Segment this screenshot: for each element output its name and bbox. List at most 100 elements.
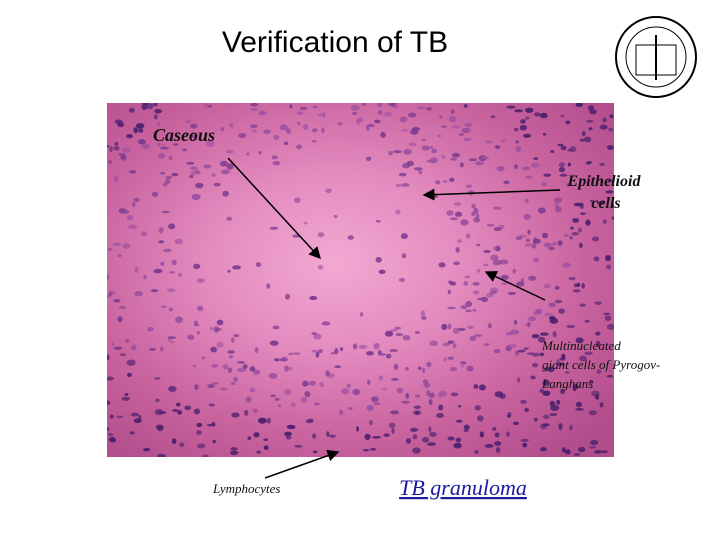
nucleus	[249, 124, 258, 129]
nucleus	[537, 207, 546, 214]
nucleus	[426, 361, 432, 368]
nucleus	[112, 242, 122, 246]
nucleus	[170, 340, 175, 344]
nucleus	[507, 291, 517, 295]
nucleus	[524, 407, 529, 412]
nucleus	[311, 349, 318, 353]
nucleus	[383, 433, 390, 437]
nucleus	[541, 232, 549, 239]
nucleus	[475, 161, 484, 166]
nucleus	[579, 242, 583, 249]
nucleus	[359, 312, 364, 317]
nucleus	[221, 169, 230, 175]
nucleus	[590, 440, 599, 446]
nucleus	[141, 103, 148, 111]
nucleus	[514, 127, 519, 132]
nucleus	[479, 431, 485, 438]
nucleus	[398, 277, 405, 282]
nucleus	[167, 336, 177, 339]
nucleus	[575, 401, 583, 408]
nucleus	[527, 321, 531, 328]
nucleus	[554, 299, 563, 304]
nucleus	[230, 337, 235, 343]
nucleus	[503, 180, 510, 185]
nucleus	[602, 219, 607, 224]
nucleus	[157, 425, 164, 432]
nucleus	[352, 388, 361, 396]
nucleus	[195, 182, 204, 189]
nucleus	[296, 144, 302, 150]
nucleus	[201, 356, 206, 360]
nucleus	[473, 217, 481, 223]
nucleus	[531, 362, 539, 368]
nucleus	[252, 129, 258, 133]
nucleus	[341, 388, 350, 395]
nucleus	[132, 201, 136, 208]
nucleus	[285, 293, 290, 300]
nucleus	[544, 312, 554, 317]
nucleus	[568, 276, 576, 281]
nucleus	[196, 305, 204, 312]
nucleus	[481, 296, 489, 303]
nucleus	[154, 408, 164, 416]
nucleus	[458, 133, 465, 136]
nucleus	[575, 408, 584, 411]
nucleus	[413, 410, 422, 416]
nucleus	[226, 163, 234, 170]
nucleus	[390, 328, 398, 332]
nucleus	[410, 427, 418, 432]
nucleus	[486, 292, 494, 298]
nucleus	[270, 394, 276, 398]
nucleus	[284, 141, 289, 146]
nucleus	[576, 282, 581, 288]
nucleus	[192, 364, 197, 368]
nucleus	[447, 289, 451, 295]
nucleus	[114, 141, 119, 146]
nucleus	[203, 164, 212, 169]
nucleus	[435, 180, 441, 185]
nucleus	[138, 414, 142, 420]
nucleus	[268, 373, 278, 379]
nucleus	[586, 119, 594, 123]
nucleus	[531, 243, 537, 249]
nucleus	[129, 431, 135, 435]
nucleus	[489, 290, 498, 295]
nucleus	[171, 438, 177, 445]
nucleus	[451, 152, 459, 158]
nucleus	[365, 156, 372, 161]
nucleus	[490, 254, 499, 261]
nucleus	[269, 226, 279, 230]
nucleus	[599, 124, 608, 130]
nucleus	[515, 236, 523, 241]
nucleus	[116, 415, 124, 419]
nucleus	[272, 325, 280, 330]
nucleus	[127, 372, 132, 377]
nucleus	[465, 309, 472, 313]
nucleus	[134, 266, 139, 273]
nucleus	[474, 334, 483, 337]
nucleus	[120, 155, 127, 159]
nucleus	[484, 444, 494, 449]
nucleus	[524, 198, 529, 204]
nucleus	[321, 126, 325, 134]
label-line: Caseous	[153, 125, 215, 145]
nucleus	[143, 274, 147, 280]
nucleus	[423, 382, 431, 388]
nucleus	[524, 243, 533, 248]
nucleus	[168, 307, 174, 312]
nucleus	[377, 110, 383, 115]
nucleus	[246, 152, 250, 156]
nucleus	[554, 285, 560, 290]
nucleus	[412, 447, 421, 454]
nucleus	[126, 359, 136, 366]
nucleus	[233, 376, 238, 383]
nucleus	[465, 184, 473, 189]
nucleus	[408, 142, 417, 147]
nucleus	[222, 190, 229, 197]
nucleus	[165, 175, 173, 179]
nucleus	[254, 346, 259, 354]
nucleus	[552, 331, 557, 338]
nucleus	[249, 366, 256, 372]
nucleus	[266, 417, 272, 424]
nucleus	[579, 303, 587, 307]
